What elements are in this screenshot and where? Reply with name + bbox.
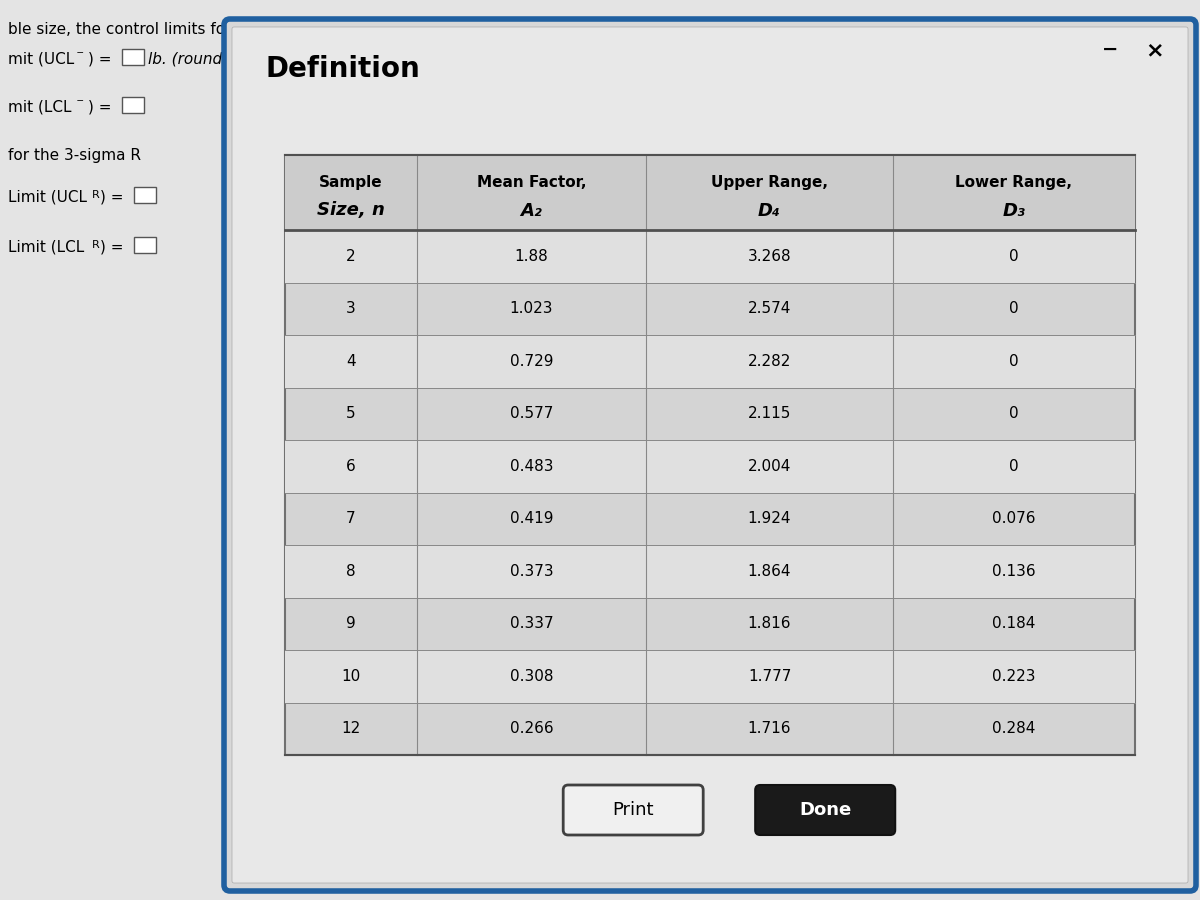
Text: 1.777: 1.777	[748, 669, 791, 684]
Text: 1.023: 1.023	[510, 302, 553, 316]
FancyBboxPatch shape	[563, 785, 703, 835]
Text: 0: 0	[1009, 406, 1019, 421]
Text: 0: 0	[1009, 302, 1019, 316]
Text: Definition: Definition	[265, 55, 420, 83]
Text: 4: 4	[346, 354, 355, 369]
Text: 0.284: 0.284	[992, 721, 1036, 736]
Text: 0: 0	[1009, 459, 1019, 473]
Text: 3.268: 3.268	[748, 248, 791, 264]
Bar	[286, 335, 1135, 388]
Text: 12: 12	[341, 721, 360, 736]
Bar	[286, 230, 1135, 283]
Text: 1.88: 1.88	[515, 248, 548, 264]
Text: Mean Factor,: Mean Factor,	[476, 175, 587, 190]
Text: 2.004: 2.004	[748, 459, 791, 473]
Text: 0.577: 0.577	[510, 406, 553, 421]
Text: 0: 0	[1009, 354, 1019, 369]
Text: Size, n: Size, n	[317, 202, 385, 220]
Text: D₄: D₄	[758, 202, 781, 220]
Text: Upper Range,: Upper Range,	[710, 175, 828, 190]
Text: −: −	[1102, 40, 1118, 59]
Bar	[286, 155, 1135, 755]
Text: ) =: ) =	[88, 100, 112, 115]
Text: Sample: Sample	[319, 175, 383, 190]
Bar	[286, 440, 1135, 492]
FancyBboxPatch shape	[224, 19, 1196, 891]
Text: 0.308: 0.308	[510, 669, 553, 684]
Text: mit (UCL: mit (UCL	[8, 52, 74, 67]
Bar	[134, 237, 156, 253]
FancyBboxPatch shape	[755, 785, 895, 835]
Text: 8: 8	[346, 563, 355, 579]
Text: Print: Print	[612, 801, 654, 819]
Text: 2: 2	[346, 248, 355, 264]
Text: 0.184: 0.184	[992, 616, 1036, 631]
Text: 0.136: 0.136	[992, 563, 1036, 579]
Text: A₂: A₂	[521, 202, 542, 220]
Text: ) =: ) =	[88, 52, 112, 67]
Text: 9: 9	[346, 616, 355, 631]
Text: 2.574: 2.574	[748, 302, 791, 316]
Bar	[286, 545, 1135, 598]
Text: 1.816: 1.816	[748, 616, 791, 631]
Text: R: R	[92, 240, 100, 250]
Text: lb. (round your response to three decimal places).: lb. (round your response to three decima…	[148, 52, 532, 67]
Bar	[134, 187, 156, 203]
Text: 5: 5	[346, 406, 355, 421]
Text: 7: 7	[346, 511, 355, 526]
Text: 3: 3	[346, 302, 355, 316]
FancyBboxPatch shape	[232, 27, 1188, 883]
Text: mit (LCL: mit (LCL	[8, 100, 72, 115]
Text: 0.337: 0.337	[510, 616, 553, 631]
Text: 1.924: 1.924	[748, 511, 791, 526]
Text: R: R	[92, 190, 100, 200]
Text: 0.729: 0.729	[510, 354, 553, 369]
Text: 6: 6	[346, 459, 355, 473]
Text: 0.373: 0.373	[510, 563, 553, 579]
Text: Limit (UCL: Limit (UCL	[8, 190, 88, 205]
Text: 0.223: 0.223	[992, 669, 1036, 684]
Text: ×: ×	[1146, 40, 1164, 60]
Text: ) =: ) =	[100, 240, 124, 255]
Bar	[122, 97, 144, 113]
Text: 10: 10	[341, 669, 360, 684]
Text: Lower Range,: Lower Range,	[955, 175, 1073, 190]
Bar	[286, 155, 1135, 230]
Text: Limit (LCL: Limit (LCL	[8, 240, 84, 255]
Text: for the 3-sigma R: for the 3-sigma R	[8, 148, 142, 163]
Text: 0.483: 0.483	[510, 459, 553, 473]
Text: 0: 0	[1009, 248, 1019, 264]
Bar	[286, 650, 1135, 703]
Text: 0.419: 0.419	[510, 511, 553, 526]
Text: 1.716: 1.716	[748, 721, 791, 736]
Text: 1.864: 1.864	[748, 563, 791, 579]
Text: 0.076: 0.076	[992, 511, 1036, 526]
Bar	[122, 49, 144, 65]
Text: 0.266: 0.266	[510, 721, 553, 736]
Text: 2.282: 2.282	[748, 354, 791, 369]
Text: ) =: ) =	[100, 190, 124, 205]
Text: 2.115: 2.115	[748, 406, 791, 421]
Text: Done: Done	[799, 801, 851, 819]
Text: ble size, the control limits for 3-sigma x̅ chart are:: ble size, the control limits for 3-sigma…	[8, 22, 391, 37]
Text: D₃: D₃	[1002, 202, 1025, 220]
